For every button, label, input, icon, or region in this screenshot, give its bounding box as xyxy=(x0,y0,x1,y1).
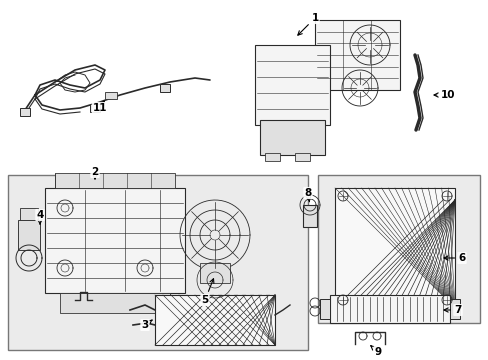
Bar xyxy=(317,175,479,323)
Text: 2: 2 xyxy=(91,167,99,179)
Bar xyxy=(155,295,274,345)
Bar xyxy=(90,104,100,112)
Bar xyxy=(200,263,229,283)
Text: 9: 9 xyxy=(370,346,381,357)
Bar xyxy=(55,173,175,188)
Text: 3: 3 xyxy=(141,320,152,330)
Bar xyxy=(334,188,454,308)
Bar xyxy=(8,175,307,350)
Text: 5: 5 xyxy=(201,279,213,305)
Bar xyxy=(45,188,184,293)
Bar xyxy=(254,45,329,125)
Text: 11: 11 xyxy=(93,101,107,113)
Text: 4: 4 xyxy=(36,210,43,224)
Bar xyxy=(449,299,459,319)
Text: 7: 7 xyxy=(443,305,461,315)
Bar xyxy=(319,299,329,319)
Bar xyxy=(329,295,449,323)
Bar xyxy=(60,293,170,313)
Text: 10: 10 xyxy=(433,90,454,100)
Bar xyxy=(314,20,399,90)
Bar xyxy=(264,153,280,161)
Bar xyxy=(20,208,38,220)
Bar xyxy=(303,205,316,227)
Text: 8: 8 xyxy=(304,188,311,202)
Bar xyxy=(160,84,170,92)
Bar xyxy=(105,92,117,99)
Text: 1: 1 xyxy=(297,13,318,35)
Bar xyxy=(20,108,30,116)
Text: 6: 6 xyxy=(443,253,465,263)
Bar xyxy=(18,220,40,250)
Bar xyxy=(294,153,309,161)
Bar xyxy=(260,120,325,155)
